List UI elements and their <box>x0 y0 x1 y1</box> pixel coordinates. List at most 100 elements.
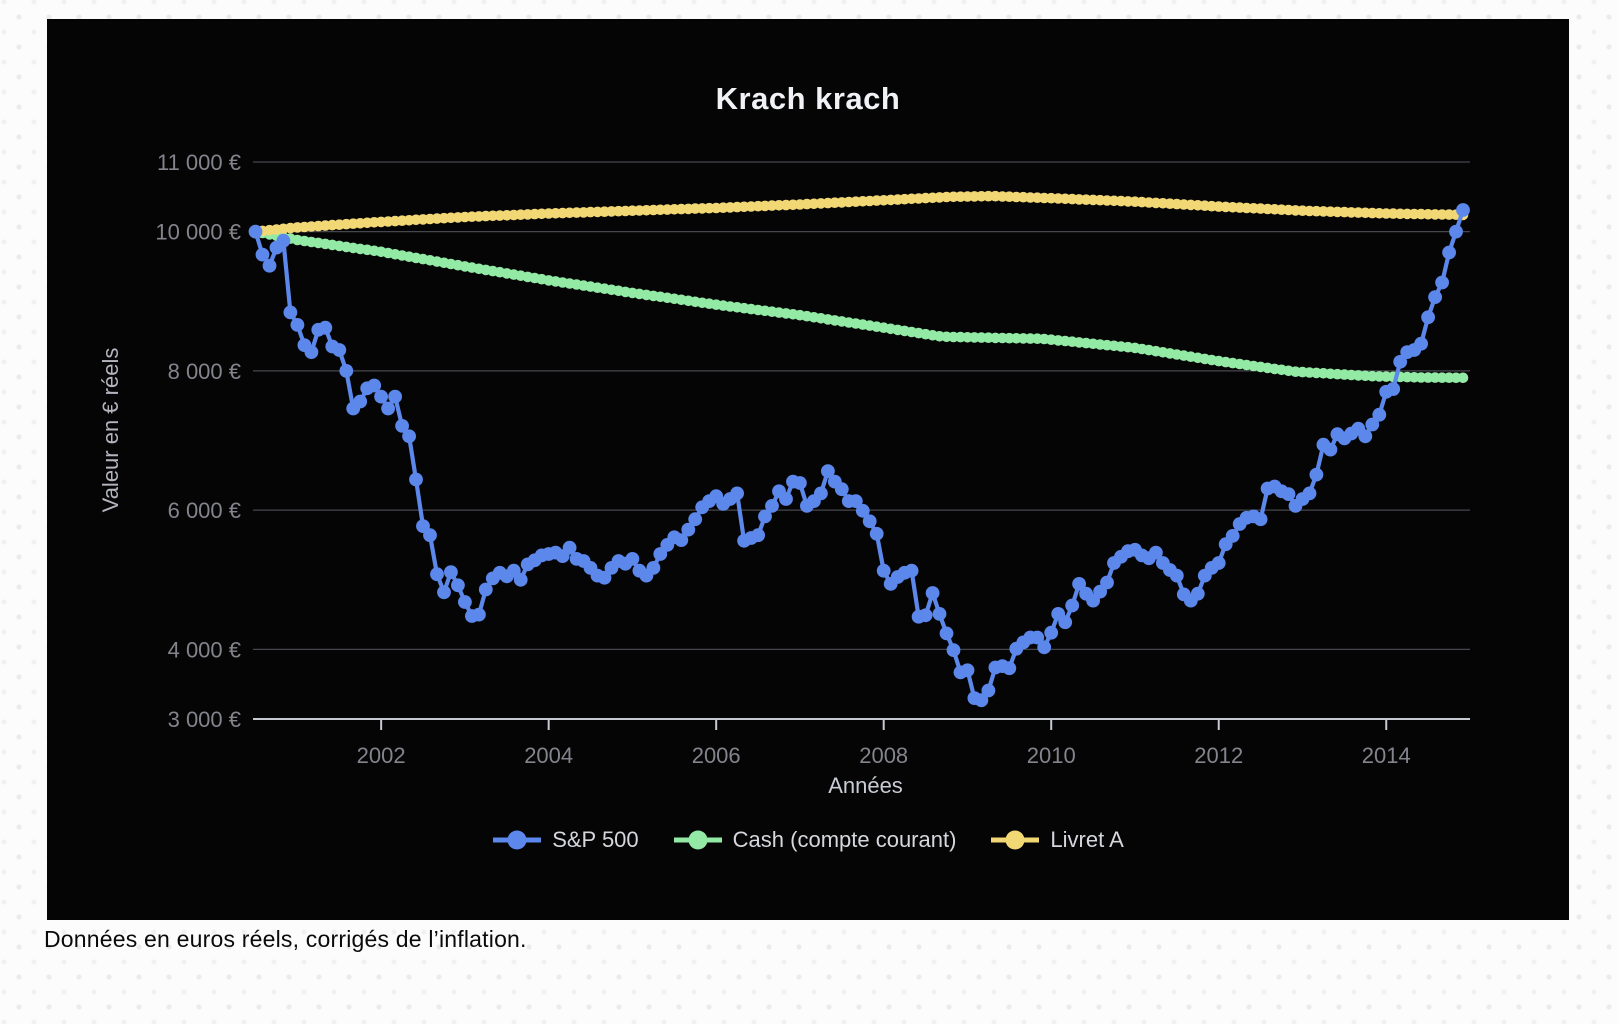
sp500-series-point <box>758 509 772 524</box>
y-tick-label: 6 000 € <box>168 498 241 523</box>
sp500-series-point <box>1386 382 1401 396</box>
sp500-series-point <box>367 378 382 393</box>
y-axis-title: Valeur en € réels <box>98 348 123 513</box>
sp500-series-point <box>1323 442 1338 457</box>
legend-item-s-p-500[interactable]: S&P 500 <box>492 827 639 853</box>
sp500-series-point <box>353 394 368 409</box>
sp500-series-point <box>381 401 395 416</box>
legend-marker-icon <box>673 830 722 850</box>
x-tick-label: 2002 <box>357 743 406 768</box>
caption: Données en euros réels, corrigés de l’in… <box>44 926 527 952</box>
sp500-series-point <box>388 389 402 404</box>
legend-label: S&P 500 <box>552 827 639 852</box>
sp500-series-point <box>688 512 703 527</box>
sp500-series-point <box>332 343 347 357</box>
legend-label: Livret A <box>1050 827 1124 852</box>
chart-panel: Krach krach 3 000 € 4 000 € 6 000 € 8 000 €… <box>47 19 1569 920</box>
sp500-series-point <box>283 305 298 320</box>
x-tick-label: 2014 <box>1362 743 1411 768</box>
sp500-series-point <box>1037 640 1052 655</box>
sp500-series-point <box>478 582 493 597</box>
x-tick-label: 2010 <box>1027 743 1076 768</box>
legend-label: Cash (compte courant) <box>732 827 957 852</box>
sp500-series-point <box>674 533 689 547</box>
sp500-series-point <box>395 419 409 433</box>
sp500-series-point <box>402 429 416 444</box>
sp500-series-point <box>472 607 486 622</box>
sp500-series-point <box>848 494 863 508</box>
sp500-series-point <box>925 586 940 600</box>
sp500-series-point <box>1065 598 1080 613</box>
chart-canvas: 3 000 € 4 000 € 6 000 € 8 000 € 10 000 € 11 0… <box>98 150 1470 798</box>
sp500-series-point <box>1428 290 1442 304</box>
sp500-series-point <box>974 693 989 708</box>
sp500-series-point <box>276 233 291 248</box>
sp500-series-point <box>939 626 954 641</box>
sp500-series-point <box>597 570 612 585</box>
sp500-series-point <box>625 552 640 566</box>
y-tick-label: 8 000 € <box>168 359 241 384</box>
sp500-series-point <box>1149 545 1163 560</box>
sp500-series-point <box>834 482 849 497</box>
sp500-series-point <box>1449 224 1463 239</box>
sp500-series-point <box>290 318 305 332</box>
sp500-series-point <box>1225 529 1240 543</box>
sp500-series-point <box>869 526 884 541</box>
x-axis-title: Années <box>828 773 903 798</box>
legend-marker-icon <box>493 830 542 850</box>
sp500-series-point <box>1190 586 1205 601</box>
chart-legend: S&P 500 Cash (compte courant) Livret A <box>47 817 1569 863</box>
sp500-series-point <box>876 563 891 578</box>
sp500-series-point <box>1044 625 1059 640</box>
sp500-series-point <box>646 561 661 575</box>
sp500-series-point <box>1100 575 1114 590</box>
sp500-series-point <box>304 345 319 359</box>
x-tick-label: 2012 <box>1194 743 1243 768</box>
sp500-series-point <box>1169 568 1184 583</box>
sp500-series-point <box>437 585 451 600</box>
sp500-series-point <box>779 492 793 506</box>
sp500-series-point <box>1421 310 1435 325</box>
sp500-series-point <box>821 464 835 478</box>
sp500-series-point <box>262 258 277 273</box>
sp500-series-point <box>1309 467 1324 482</box>
sp500-series-point <box>1456 203 1470 217</box>
sp500-series-point <box>681 522 696 537</box>
sp500-series-point <box>1281 487 1296 501</box>
sp500-series-point <box>1211 556 1226 570</box>
y-tick-label: 10 000 € <box>155 220 241 245</box>
sp500-series-point <box>1372 407 1387 422</box>
sp500-series-point <box>1302 486 1317 501</box>
sp500-series-point <box>1030 630 1045 645</box>
y-tick-label: 4 000 € <box>168 637 241 662</box>
sp500-series-point <box>255 247 270 262</box>
sp500-series-point <box>932 607 947 621</box>
sp500-series-point <box>1435 275 1449 290</box>
sp500-series-line <box>253 207 1466 703</box>
sp500-series-point <box>423 528 437 543</box>
legend-item-cash-compte-courant[interactable]: Cash (compte courant) <box>673 827 957 853</box>
sp500-series-point <box>1058 615 1073 630</box>
sp500-series-point <box>946 643 961 657</box>
sp500-series-point <box>904 563 919 578</box>
sp500-series-point <box>444 565 458 579</box>
sp500-series-point <box>918 608 933 623</box>
sp500-series-point <box>765 499 779 513</box>
sp500-series-point <box>1442 245 1456 260</box>
y-tick-label: 11 000 € <box>157 150 241 175</box>
sp500-series-point <box>1365 417 1380 432</box>
chart-title: Krach krach <box>715 81 901 116</box>
sp500-series-point <box>1072 577 1086 591</box>
x-tick-label: 2004 <box>524 743 573 768</box>
sp500-series-point <box>513 572 528 587</box>
y-tick-label: 3 000 € <box>168 707 241 732</box>
legend-item-livret-a[interactable]: Livret A <box>990 827 1124 853</box>
sp500-series-point <box>960 663 975 678</box>
sp500-series-point <box>751 528 765 543</box>
sp500-series-point <box>318 320 333 335</box>
sp500-series-point <box>1414 336 1428 351</box>
cash-series-point <box>1457 372 1469 384</box>
sp500-series-point <box>458 595 472 609</box>
sp500-series-point <box>451 578 465 593</box>
sp500-series-point <box>730 486 744 501</box>
